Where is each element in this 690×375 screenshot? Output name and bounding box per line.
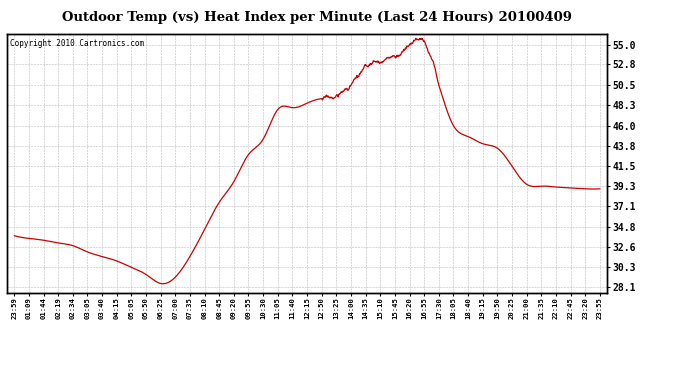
Text: Copyright 2010 Cartronics.com: Copyright 2010 Cartronics.com <box>10 39 144 48</box>
Text: Outdoor Temp (vs) Heat Index per Minute (Last 24 Hours) 20100409: Outdoor Temp (vs) Heat Index per Minute … <box>62 11 573 24</box>
